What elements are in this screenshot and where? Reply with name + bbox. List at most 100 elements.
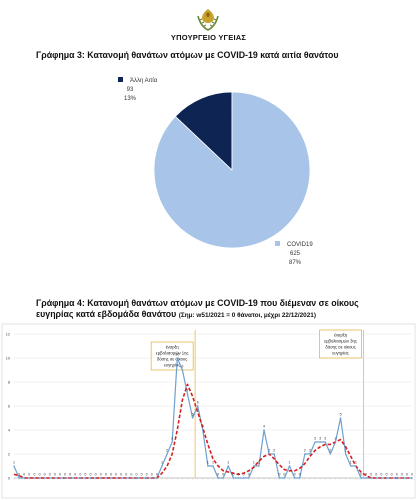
data-point	[166, 453, 168, 455]
annotation-text: εμβολιασμών 3ης	[324, 339, 357, 344]
data-point-label: 0	[370, 473, 372, 477]
data-point	[79, 477, 82, 479]
data-point-label: 7	[186, 389, 188, 393]
data-point	[242, 477, 245, 479]
data-point-label: 1	[212, 461, 214, 465]
data-point-label: 0	[232, 473, 234, 477]
data-point-label: 0	[243, 473, 245, 477]
data-point-label: 2	[273, 449, 275, 453]
data-point	[406, 477, 408, 479]
data-point	[89, 477, 92, 479]
data-point	[390, 477, 393, 479]
data-point-label: 0	[59, 473, 61, 477]
data-point	[186, 393, 189, 395]
data-point	[288, 465, 291, 467]
line-chart-title: Γράφημα 4: Κατανομή θανάτων ατόμων με CO…	[36, 298, 396, 321]
data-point-label: 0	[391, 473, 393, 477]
data-point-label: 3	[319, 437, 321, 441]
pie-slice-other-cause	[174, 91, 233, 171]
data-point-label: 2	[345, 449, 347, 453]
annotation-text: ευγηρίας	[332, 351, 348, 356]
data-point-label: 0	[69, 473, 71, 477]
data-point-label: 0	[411, 473, 413, 477]
data-point-label: 2	[304, 449, 306, 453]
data-point-label: 1	[253, 461, 255, 465]
data-point	[18, 477, 20, 479]
data-point	[74, 477, 76, 479]
data-point	[273, 453, 275, 455]
data-point	[156, 477, 158, 479]
data-point	[299, 477, 301, 479]
data-point-label: 2	[329, 449, 331, 453]
data-point-label: 0	[380, 473, 382, 477]
data-point	[212, 465, 214, 467]
data-point-label: 0	[64, 473, 66, 477]
data-point-label: 0	[299, 473, 301, 477]
data-point	[375, 477, 377, 479]
data-point-label: 0	[90, 473, 92, 477]
data-point	[120, 477, 122, 479]
data-point-label: 4	[202, 425, 204, 429]
data-point-label: 0	[375, 473, 377, 477]
data-point-label: 9	[181, 365, 183, 369]
data-point-label: 2	[268, 449, 270, 453]
data-point-label: 1	[13, 461, 15, 465]
data-point-label: 0	[294, 473, 296, 477]
data-point-label: 0	[238, 473, 240, 477]
data-point	[278, 477, 281, 479]
data-point	[49, 477, 51, 479]
y-tick-label-6: 6	[8, 405, 10, 409]
data-point-label: 0	[248, 473, 250, 477]
data-point	[28, 477, 31, 479]
line-chart-note: (Σημ: w51/2021 = 0 θάνατοι, μέχρι 22/12/…	[178, 312, 316, 319]
data-point-label: 3	[171, 437, 173, 441]
data-point	[268, 453, 270, 455]
data-point-label: 1	[289, 461, 291, 465]
data-point-label: 0	[396, 473, 398, 477]
data-point-label: 0	[33, 473, 35, 477]
data-point	[309, 453, 311, 455]
data-point	[151, 477, 153, 479]
line-chart-title-text: Γράφημα 4: Κατανομή θανάτων ατόμων με CO…	[36, 298, 359, 319]
pie-percent-other-cause: 13%	[124, 96, 137, 102]
data-point	[395, 477, 398, 479]
data-point-label: 0	[125, 473, 127, 477]
data-point	[411, 477, 413, 479]
data-point	[339, 417, 342, 419]
data-point	[324, 441, 326, 443]
data-point-label: 0	[23, 473, 25, 477]
pie-slice-covid19	[153, 91, 311, 249]
data-point-label: 1	[161, 461, 163, 465]
data-point	[370, 477, 372, 479]
data-point-label: 0	[49, 473, 51, 477]
data-point-label: 0	[110, 473, 112, 477]
data-point-label: 1	[350, 461, 352, 465]
data-point-label: 0	[401, 473, 403, 477]
annotation-box	[150, 341, 194, 371]
data-point-label: 0	[360, 473, 362, 477]
data-point-label: 0	[222, 473, 224, 477]
data-point	[181, 369, 184, 371]
data-point-label: 0	[44, 473, 46, 477]
annotation-text: εμβολιασμών 1ης	[156, 351, 189, 356]
annotation-text: έναρξη	[334, 333, 348, 338]
pie-label-covid19: COVID19	[287, 242, 313, 248]
data-point	[237, 477, 240, 479]
data-point-label: 10	[175, 353, 179, 357]
ministry-name: ΥΠΟΥΡΓΕΙΟ ΥΓΕΙΑΣ	[170, 33, 247, 42]
data-point	[115, 477, 117, 479]
data-point-label: 0	[278, 473, 280, 477]
data-point-label: 2	[166, 449, 168, 453]
data-point	[222, 477, 224, 479]
data-point	[64, 477, 66, 479]
data-point-label: 3	[324, 437, 326, 441]
data-point	[100, 477, 102, 479]
data-point	[319, 441, 321, 443]
data-point	[94, 477, 97, 479]
data-point-label: 0	[54, 473, 56, 477]
data-point	[202, 429, 204, 431]
data-point-label: 0	[120, 473, 122, 477]
annotation-text: δόσης σε οίκους	[325, 345, 355, 350]
data-point	[263, 429, 265, 431]
